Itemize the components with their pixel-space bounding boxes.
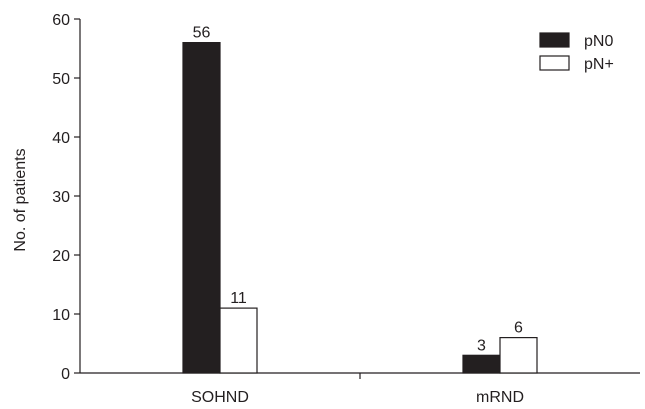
y-ticks: 0 10 20 30 40 50 60 xyxy=(52,12,80,383)
category-labels: SOHND mRND xyxy=(191,389,524,406)
y-tick-label: 40 xyxy=(52,130,70,147)
y-tick-label: 20 xyxy=(52,248,70,265)
category-label: mRND xyxy=(476,389,524,406)
y-tick-label: 10 xyxy=(52,307,70,324)
data-label: 56 xyxy=(193,25,211,42)
data-label: 6 xyxy=(514,320,523,337)
bars xyxy=(182,41,538,374)
y-axis-title: No. of patients xyxy=(12,148,29,251)
bar-mrnd-pn-plus xyxy=(499,337,538,374)
data-label: 11 xyxy=(230,290,247,307)
data-labels: 56 11 3 6 xyxy=(193,25,523,355)
y-tick-label: 50 xyxy=(52,71,70,88)
legend-label: pN+ xyxy=(584,56,614,73)
legend-swatch xyxy=(539,32,570,48)
legend-label: pN0 xyxy=(584,33,613,50)
data-label: 3 xyxy=(477,337,486,354)
bar-sohnd-pn-plus xyxy=(219,307,258,374)
axes xyxy=(79,19,640,379)
y-tick-label: 0 xyxy=(61,366,70,383)
y-tick-label: 30 xyxy=(52,189,70,206)
bar-sohnd-pn0 xyxy=(182,41,221,374)
y-tick-label: 60 xyxy=(52,12,70,29)
legend-swatch xyxy=(539,55,570,71)
category-label: SOHND xyxy=(191,389,249,406)
bar-mrnd-pn0 xyxy=(462,354,501,374)
legend: pN0 pN+ xyxy=(539,32,614,73)
